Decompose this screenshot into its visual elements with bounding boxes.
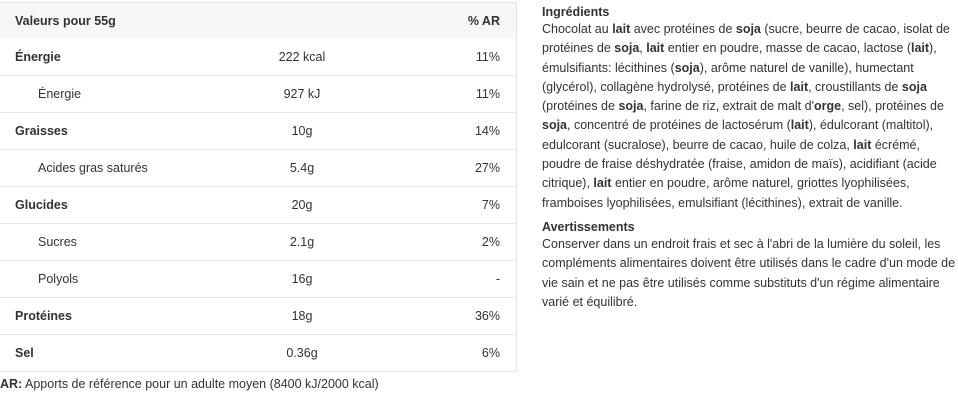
nutrient-value: 5.4g xyxy=(289,161,315,175)
allergen: soja xyxy=(901,79,927,94)
ingredient-text: ), émulsifiants: lécithines ( xyxy=(542,41,937,75)
nutrient-value: 18g xyxy=(291,309,313,323)
table-row: Polyols 16g - xyxy=(0,260,516,297)
nutrient-ar: 27% xyxy=(474,161,500,175)
ingredient-text: écrémé, poudre de fraise déshydratée (fr… xyxy=(542,137,937,191)
allergen: soja xyxy=(614,41,640,56)
nutrient-ar: 14% xyxy=(474,124,500,138)
footnote-text: Apports de référence pour un adulte moye… xyxy=(22,377,379,391)
nutrient-value: 0.36g xyxy=(286,346,318,360)
table-header: Valeurs pour 55g % AR xyxy=(0,3,516,39)
allergen: lait xyxy=(790,79,809,94)
allergen: soja xyxy=(618,99,644,114)
table-row: Glucides 20g 7% xyxy=(0,186,516,223)
nutrient-label: Énergie xyxy=(38,87,82,101)
nutrient-ar: 11% xyxy=(475,50,500,64)
footnote-abbr: AR: xyxy=(0,377,23,391)
nutrient-ar: 36% xyxy=(474,309,500,323)
nutrient-label: Sel xyxy=(15,346,34,360)
ingredient-text: , sel), protéines de xyxy=(841,99,944,114)
nutrient-value: 927 kJ xyxy=(283,87,321,101)
nutrient-label: Graisses xyxy=(15,124,68,138)
nutrient-label: Énergie xyxy=(15,50,61,64)
ingredient-text: , croustillants de xyxy=(808,79,902,94)
nutrient-ar: 2% xyxy=(481,235,500,249)
allergen: lait xyxy=(910,41,930,56)
nutrient-ar: - xyxy=(495,272,500,286)
ingredient-text: (sucre, beurre de cacao, isolat de proté… xyxy=(542,22,950,56)
nutrient-value: 10g xyxy=(291,124,313,138)
nutrient-value: 16g xyxy=(291,272,313,286)
header-label: Valeurs pour 55g xyxy=(15,14,116,28)
footnote: AR: Apports de référence pour un adulte … xyxy=(0,377,379,391)
nutrient-label: Sucres xyxy=(38,235,77,249)
table-row: Acides gras saturés 5.4g 27% xyxy=(0,149,516,186)
warnings-title: Avertissements xyxy=(542,219,635,234)
allergen: soja xyxy=(674,60,700,75)
table-row: Énergie 222 kcal 11% xyxy=(0,39,516,75)
allergen: orge xyxy=(813,99,842,114)
table-row: Sel 0.36g 6% xyxy=(0,334,516,371)
allergen: lait xyxy=(593,176,612,191)
nutrient-value: 20g xyxy=(291,198,313,212)
nutrient-ar: 6% xyxy=(481,346,500,360)
table-row: Protéines 18g 36% xyxy=(0,297,516,334)
table-row: Énergie 927 kJ 11% xyxy=(0,75,516,112)
ingredient-text: , concentré de protéines de lactosérum ( xyxy=(567,118,791,133)
ingredient-text: , farine de riz, extrait de malt d' xyxy=(643,99,814,114)
ingredient-text: avec protéines de xyxy=(630,22,736,36)
nutrient-ar: 11% xyxy=(475,87,500,101)
allergen: lait xyxy=(790,118,809,133)
allergen: lait xyxy=(853,137,872,152)
allergen: soja xyxy=(542,118,568,133)
nutrient-label: Protéines xyxy=(15,309,72,323)
ingredients-title: Ingrédients xyxy=(542,5,610,19)
nutrient-label: Glucides xyxy=(15,198,68,212)
table-row: Sucres 2.1g 2% xyxy=(0,223,516,260)
nutrient-label: Polyols xyxy=(38,272,79,286)
ingredient-text: ), édulcorant (maltitol), edulcorant (su… xyxy=(542,118,934,152)
ingredients-text: Chocolat au lait avec protéines de soja … xyxy=(542,20,958,213)
ingredient-text: , xyxy=(639,41,647,56)
nutrient-value: 2.1g xyxy=(289,235,315,249)
nutrient-label: Acides gras saturés xyxy=(38,161,148,175)
nutrition-table: Valeurs pour 55g % AR Énergie 222 kcal 11%… xyxy=(0,2,517,372)
nutrient-value: 222 kcal xyxy=(278,50,326,64)
ingredient-text: entier en poudre, masse de cacao, lactos… xyxy=(664,41,911,56)
allergen: lait xyxy=(646,41,665,56)
product-info: Ingrédients Chocolat au lait avec protéi… xyxy=(542,4,958,318)
ingredient-text: ), arôme naturel de vanille), humectant … xyxy=(542,60,914,94)
ingredient-text: Chocolat au xyxy=(542,22,613,36)
table-row: Graisses 10g 14% xyxy=(0,112,516,149)
allergen: soja xyxy=(735,22,761,36)
allergen: lait xyxy=(612,22,631,36)
ingredient-text: (protéines de xyxy=(542,99,619,114)
nutrient-ar: 7% xyxy=(481,198,500,212)
warnings-text: Conserver dans un endroit frais et sec à… xyxy=(542,236,956,309)
ingredient-text: entier en poudre, arôme naturel, griotte… xyxy=(542,176,910,210)
header-ar: % AR xyxy=(467,14,500,28)
